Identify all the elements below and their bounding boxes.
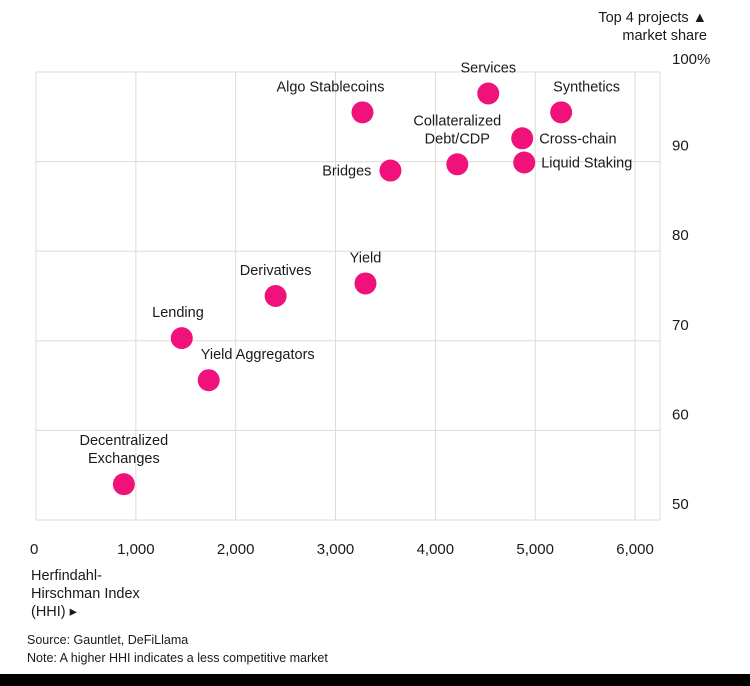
y-tick-label: 60 — [672, 406, 689, 423]
y-tick-label: 100% — [672, 51, 710, 68]
x-axis-title-line: Herfindahl- — [31, 568, 102, 584]
point-label: Synthetics — [553, 79, 620, 95]
data-point — [112, 473, 135, 496]
data-point — [197, 369, 220, 392]
x-tick-label: 2,000 — [217, 541, 255, 558]
x-tick-label: 6,000 — [616, 541, 654, 558]
tick-labels: 50 60 70 80 90 100% 0 1,000 2,000 3,000 4,000 5,000… — [30, 51, 710, 558]
x-tick-label: 4,000 — [417, 541, 455, 558]
point-label: Decentralized — [80, 433, 169, 449]
point-label: Yield Aggregators — [201, 347, 315, 363]
data-point — [351, 101, 374, 124]
y-tick-label: 70 — [672, 317, 689, 334]
point-label: Algo Stablecoins — [276, 79, 384, 95]
data-points — [112, 82, 573, 496]
x-tick-label: 1,000 — [117, 541, 155, 558]
data-point — [446, 153, 469, 176]
point-label: Derivatives — [240, 263, 312, 279]
source-note: Source: Gauntlet, DeFiLlama — [27, 633, 189, 647]
data-point — [550, 101, 573, 124]
data-point — [477, 82, 500, 105]
point-label: Bridges — [322, 164, 371, 180]
point-label: Exchanges — [88, 451, 160, 467]
y-tick-label: 50 — [672, 496, 689, 513]
data-point — [379, 159, 402, 182]
point-label: Liquid Staking — [541, 155, 632, 171]
y-tick-label: 80 — [672, 227, 689, 244]
data-point — [264, 285, 287, 307]
point-labels: Services Synthetics Algo Stablecoins Collat… — [80, 61, 633, 468]
point-label: Debt/CDP — [425, 131, 490, 147]
point-label: Lending — [152, 305, 204, 321]
y-axis-title-line: Top 4 projects ▲ — [598, 10, 707, 26]
x-axis-title-line: Hirschman Index — [31, 586, 141, 602]
x-axis-title-line: (HHI) ▸ — [31, 604, 78, 620]
explanatory-note: Note: A higher HHI indicates a less comp… — [27, 651, 328, 665]
x-tick-label: 0 — [30, 541, 38, 558]
x-tick-label: 3,000 — [317, 541, 355, 558]
data-point — [513, 151, 536, 174]
y-axis-title-line: market share — [622, 28, 707, 44]
point-label: Yield — [350, 250, 382, 266]
grid-lines — [35, 71, 661, 521]
point-label: Cross-chain — [539, 131, 616, 147]
data-point — [511, 127, 534, 150]
data-point — [354, 272, 377, 295]
y-tick-label: 90 — [672, 138, 689, 155]
axis-titles: Top 4 projects ▲ market share Herfindahl- H… — [31, 10, 707, 620]
x-tick-label: 5,000 — [516, 541, 554, 558]
data-point — [170, 327, 193, 350]
point-label: Collateralized — [413, 113, 501, 129]
point-label: Services — [460, 61, 516, 77]
